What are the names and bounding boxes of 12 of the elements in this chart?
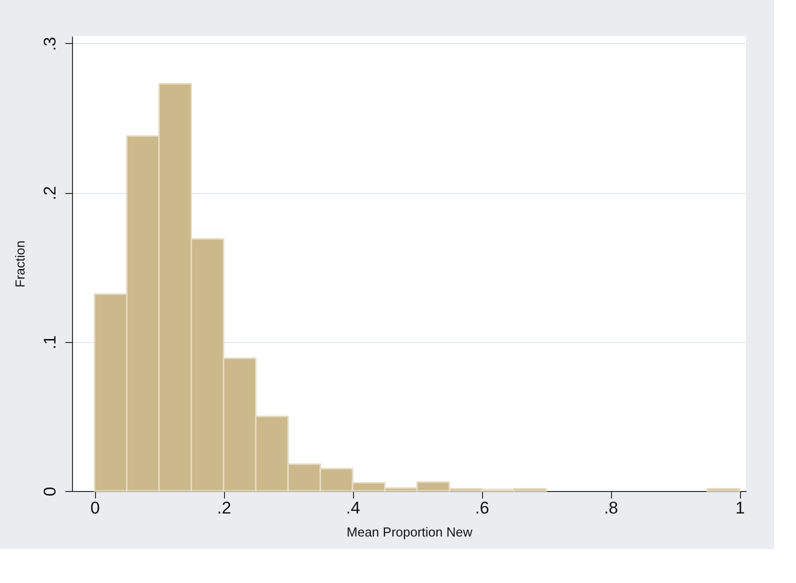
x-axis-title: Mean Proportion New <box>346 524 473 540</box>
x-tick-label: 0 <box>90 498 100 518</box>
y-tick-label: .3 <box>40 36 60 52</box>
y-axis-title: Fraction <box>12 240 28 288</box>
y-tick-label: .1 <box>40 335 60 350</box>
y-tick-label: 0 <box>40 486 60 496</box>
y-tick-label: .2 <box>40 186 60 200</box>
x-tick-label: .2 <box>216 498 232 518</box>
x-tick-label: 1 <box>735 498 745 518</box>
x-tick-label: .4 <box>346 498 360 518</box>
x-tick-label: .8 <box>604 498 618 518</box>
x-tick-label: .6 <box>474 498 490 518</box>
